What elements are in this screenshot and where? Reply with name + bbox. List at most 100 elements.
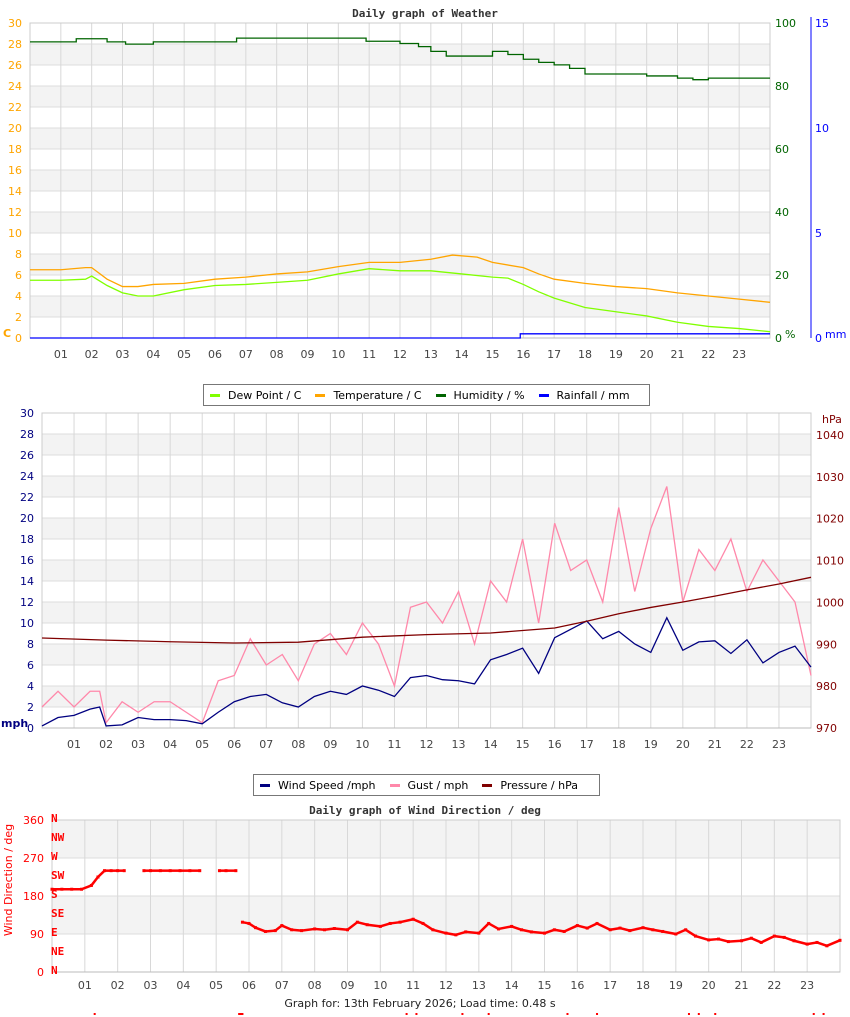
x-tick-label: 14 <box>505 979 519 992</box>
direction-tick-label: 360 <box>23 814 44 827</box>
wind-direction-trace <box>390 920 401 925</box>
direction-tick-label: 270 <box>23 852 44 865</box>
wind-direction-trace <box>399 918 414 924</box>
wind-direction-trace <box>793 939 808 946</box>
x-tick-label: 08 <box>270 348 284 361</box>
pressure-tick-label: 1040 <box>816 429 844 442</box>
wind-direction-trace <box>662 930 677 936</box>
temperature-tick-label: 14 <box>8 185 22 198</box>
wind-direction-trace <box>531 930 545 935</box>
x-tick-label: 10 <box>355 738 369 751</box>
wind-direction-trace <box>675 928 687 936</box>
x-tick-label: 19 <box>609 348 623 361</box>
x-tick-label: 03 <box>144 979 158 992</box>
temperature-tick-label: 20 <box>8 122 22 135</box>
wind-direction-trace <box>465 930 479 935</box>
x-tick-label: 11 <box>387 738 401 751</box>
temperature-tick-label: 2 <box>15 311 22 324</box>
x-tick-label: 13 <box>472 979 486 992</box>
wind-direction-point <box>198 869 202 873</box>
x-tick-label: 05 <box>195 738 209 751</box>
wind-speed-tick-label: 0 <box>27 722 34 735</box>
legend-item-temperature: Temperature / C <box>315 389 422 402</box>
x-tick-label: 19 <box>644 738 658 751</box>
compass-label: N <box>51 964 58 977</box>
humidity-swatch-icon <box>435 393 446 397</box>
x-tick-label: 10 <box>373 979 387 992</box>
wind-direction-trace <box>455 930 467 937</box>
x-tick-label: 09 <box>301 348 315 361</box>
x-tick-label: 18 <box>612 738 626 751</box>
x-tick-label: 20 <box>676 738 690 751</box>
wind-direction-trace <box>511 925 522 931</box>
wind-direction-trace <box>445 931 457 937</box>
wind-speed-tick-label: 16 <box>20 554 34 567</box>
x-tick-label: 11 <box>406 979 420 992</box>
wind-direction-trace <box>412 918 424 925</box>
legend-label: Pressure / hPa <box>500 778 578 792</box>
temperature-unit-label: C <box>3 327 11 340</box>
pressure-tick-label: 990 <box>816 638 837 651</box>
offscale-direction-point <box>697 1013 700 1015</box>
x-tick-label: 20 <box>702 979 716 992</box>
offscale-direction-point <box>239 1013 242 1015</box>
x-tick-label: 07 <box>239 348 253 361</box>
wind-direction-trace <box>695 934 710 942</box>
x-tick-label: 21 <box>708 738 722 751</box>
x-tick-label: 04 <box>146 348 160 361</box>
pressure-tick-label: 1000 <box>816 596 844 609</box>
temperature-tick-label: 24 <box>8 80 22 93</box>
offscale-direction-point <box>714 1013 717 1015</box>
x-tick-label: 23 <box>772 738 786 751</box>
wind-speed-tick-label: 20 <box>20 512 34 525</box>
wind-speed-tick-label: 26 <box>20 449 34 462</box>
wind-direction-trace <box>563 924 578 933</box>
x-tick-label: 16 <box>516 348 530 361</box>
x-tick-label: 18 <box>578 348 592 361</box>
wind-direction-trace <box>586 922 598 930</box>
x-tick-label: 08 <box>308 979 322 992</box>
wind-speed-tick-label: 24 <box>20 470 34 483</box>
wind-speed-tick-label: 14 <box>20 575 34 588</box>
dew-point-line <box>30 268 771 333</box>
x-tick-label: 22 <box>701 348 715 361</box>
legend-label: Rainfall / mm <box>556 388 630 402</box>
wind-direction-trace <box>750 937 762 944</box>
y-axis-label: Wind Direction / deg <box>2 824 15 936</box>
gust-line <box>41 486 812 725</box>
wind-speed-tick-label: 10 <box>20 617 34 630</box>
rainfall-tick-label: 15 <box>815 17 829 30</box>
wind-direction-trace <box>642 926 654 932</box>
wind-direction-trace <box>291 928 302 932</box>
x-tick-label: 14 <box>455 348 469 361</box>
direction-tick-label: 0 <box>37 966 44 979</box>
x-tick-label: 05 <box>177 348 191 361</box>
rainfall-swatch-icon <box>538 393 549 397</box>
offscale-direction-point <box>812 1013 815 1015</box>
wind-direction-trace <box>81 884 92 891</box>
x-tick-label: 13 <box>424 348 438 361</box>
wind-speed-swatch-icon <box>260 783 270 787</box>
compass-label: S <box>51 888 58 901</box>
wind-direction-trace <box>826 939 841 947</box>
direction-tick-label: 90 <box>30 928 44 941</box>
wind-direction-trace <box>281 924 293 931</box>
wind-direction-trace <box>334 927 348 932</box>
wind-speed-tick-label: 12 <box>20 596 34 609</box>
temperature-tick-label: 6 <box>15 269 22 282</box>
offscale-direction-point <box>405 1013 408 1015</box>
compass-label: NW <box>51 831 65 844</box>
x-tick-label: 02 <box>111 979 125 992</box>
x-tick-label: 20 <box>640 348 654 361</box>
legend-label: Gust / mph <box>407 778 469 792</box>
x-tick-label: 18 <box>636 979 650 992</box>
legend-label: Humidity / % <box>453 388 525 402</box>
wind-direction-point <box>838 938 842 942</box>
x-tick-label: 12 <box>420 738 434 751</box>
wind-speed-tick-label: 2 <box>27 701 34 714</box>
wind-direction-trace <box>718 937 729 943</box>
x-tick-label: 06 <box>227 738 241 751</box>
pressure-line <box>41 576 812 644</box>
wind-speed-tick-label: 4 <box>27 680 34 693</box>
x-tick-label: 07 <box>275 979 289 992</box>
